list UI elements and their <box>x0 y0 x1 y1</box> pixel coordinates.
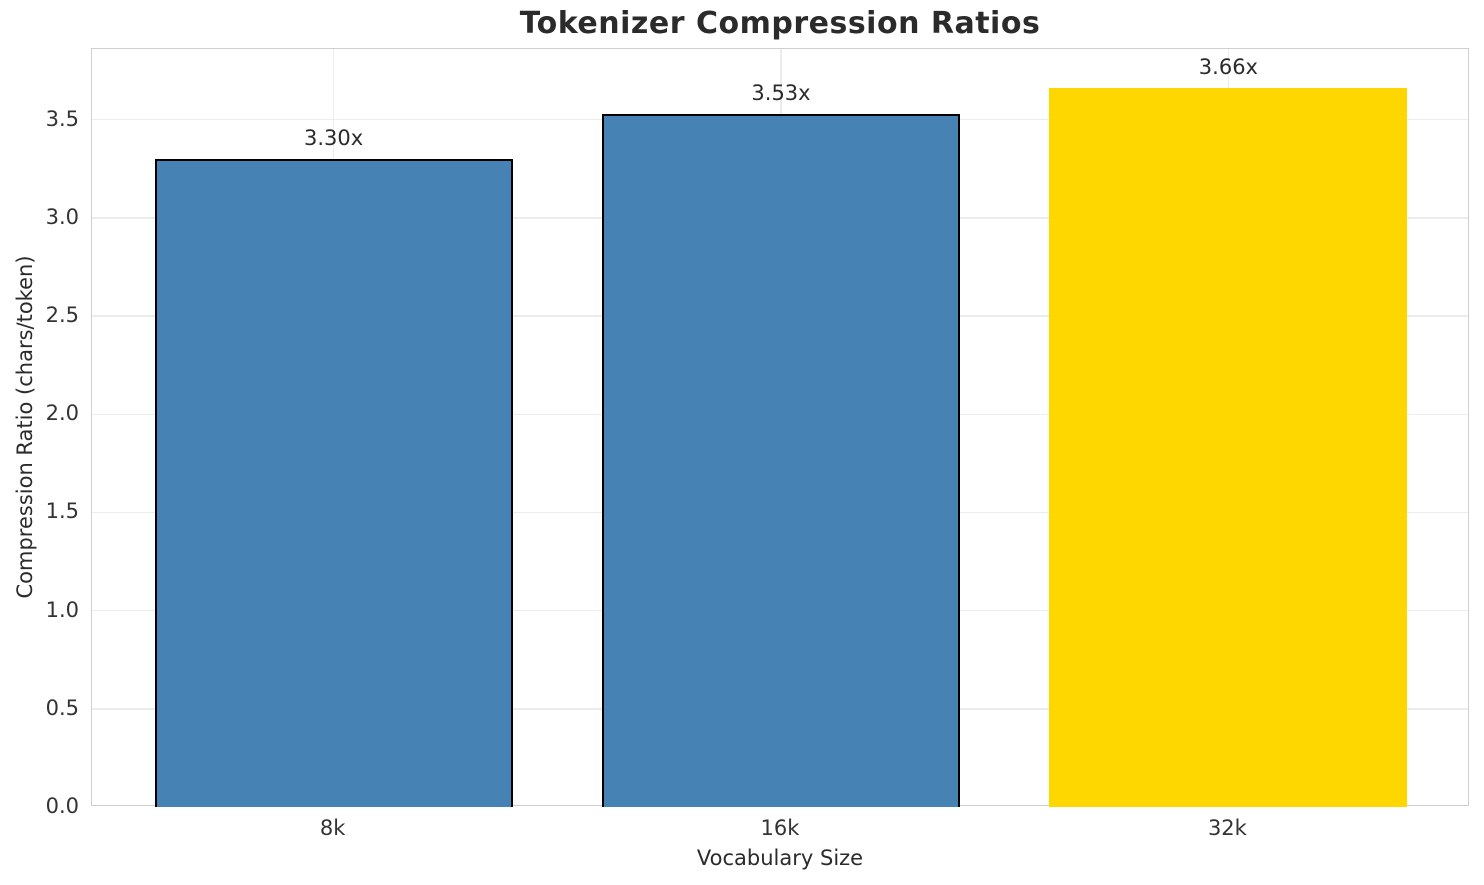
y-tick-label: 0.0 <box>45 794 79 818</box>
bar-16k <box>602 113 960 807</box>
bar-value-label-32k: 3.66x <box>1198 55 1258 80</box>
y-tick-label: 1.5 <box>45 499 79 524</box>
bar-32k <box>1049 88 1408 807</box>
bar-8k <box>154 158 513 807</box>
x-tick-label-8k: 8k <box>319 816 346 840</box>
bar-value-label-8k: 3.30x <box>304 125 364 150</box>
chart-title: Tokenizer Compression Ratios <box>519 6 1041 41</box>
y-tick-label: 0.5 <box>45 695 79 720</box>
bar-value-label-16k: 3.53x <box>751 80 811 105</box>
x-tick-label-32k: 32k <box>1207 816 1247 840</box>
plot-area: 3.30x 3.53x 3.66x <box>91 48 1469 807</box>
y-tick-label: 1.0 <box>45 597 79 622</box>
y-tick-label: 2.0 <box>45 401 79 426</box>
x-tick-label-16k: 16k <box>760 816 800 840</box>
y-tick-label: 3.0 <box>45 204 79 229</box>
y-tick-label: 3.5 <box>45 106 79 131</box>
x-axis-label: Vocabulary Size <box>696 846 864 870</box>
y-tick-label: 2.5 <box>45 303 79 328</box>
